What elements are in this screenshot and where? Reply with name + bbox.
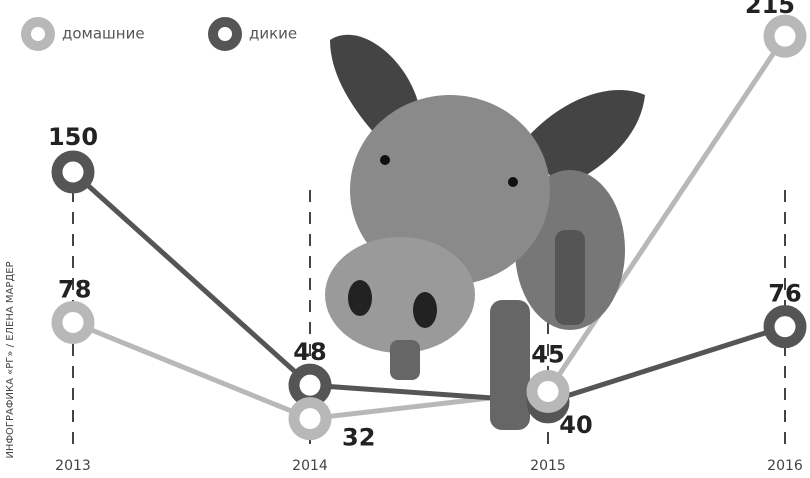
data-label: 76 <box>768 280 801 308</box>
data-label: 45 <box>531 340 564 368</box>
point <box>294 369 326 401</box>
legend-label: дикие <box>249 25 297 43</box>
legend-label: домашние <box>62 25 145 43</box>
data-label: 40 <box>559 411 592 439</box>
pig-illustration <box>325 35 645 430</box>
point <box>294 403 326 435</box>
credit: ИНФОГРАФИКА «РГ» / ЕЛЕНА МАРДЕР <box>5 261 16 458</box>
x-tick-label: 2015 <box>530 458 566 474</box>
point <box>57 156 89 188</box>
legend-marker <box>213 22 237 46</box>
point <box>769 311 801 343</box>
x-tick-label: 2016 <box>767 458 803 474</box>
point <box>532 375 564 407</box>
legend-marker <box>26 22 50 46</box>
point <box>57 306 89 338</box>
data-label: 48 <box>293 338 326 366</box>
x-tick-label: 2013 <box>55 458 91 474</box>
data-label: 215 <box>745 0 795 19</box>
point <box>769 20 801 52</box>
data-label: 32 <box>342 424 375 452</box>
data-label: 78 <box>58 275 91 303</box>
chart: 150 48 40 76 78 32 45 215 домашние дикие ИНФОГРА… <box>0 0 810 478</box>
x-tick-label: 2014 <box>292 458 328 474</box>
legend: домашние дикие <box>26 22 297 46</box>
data-label: 150 <box>48 123 98 151</box>
